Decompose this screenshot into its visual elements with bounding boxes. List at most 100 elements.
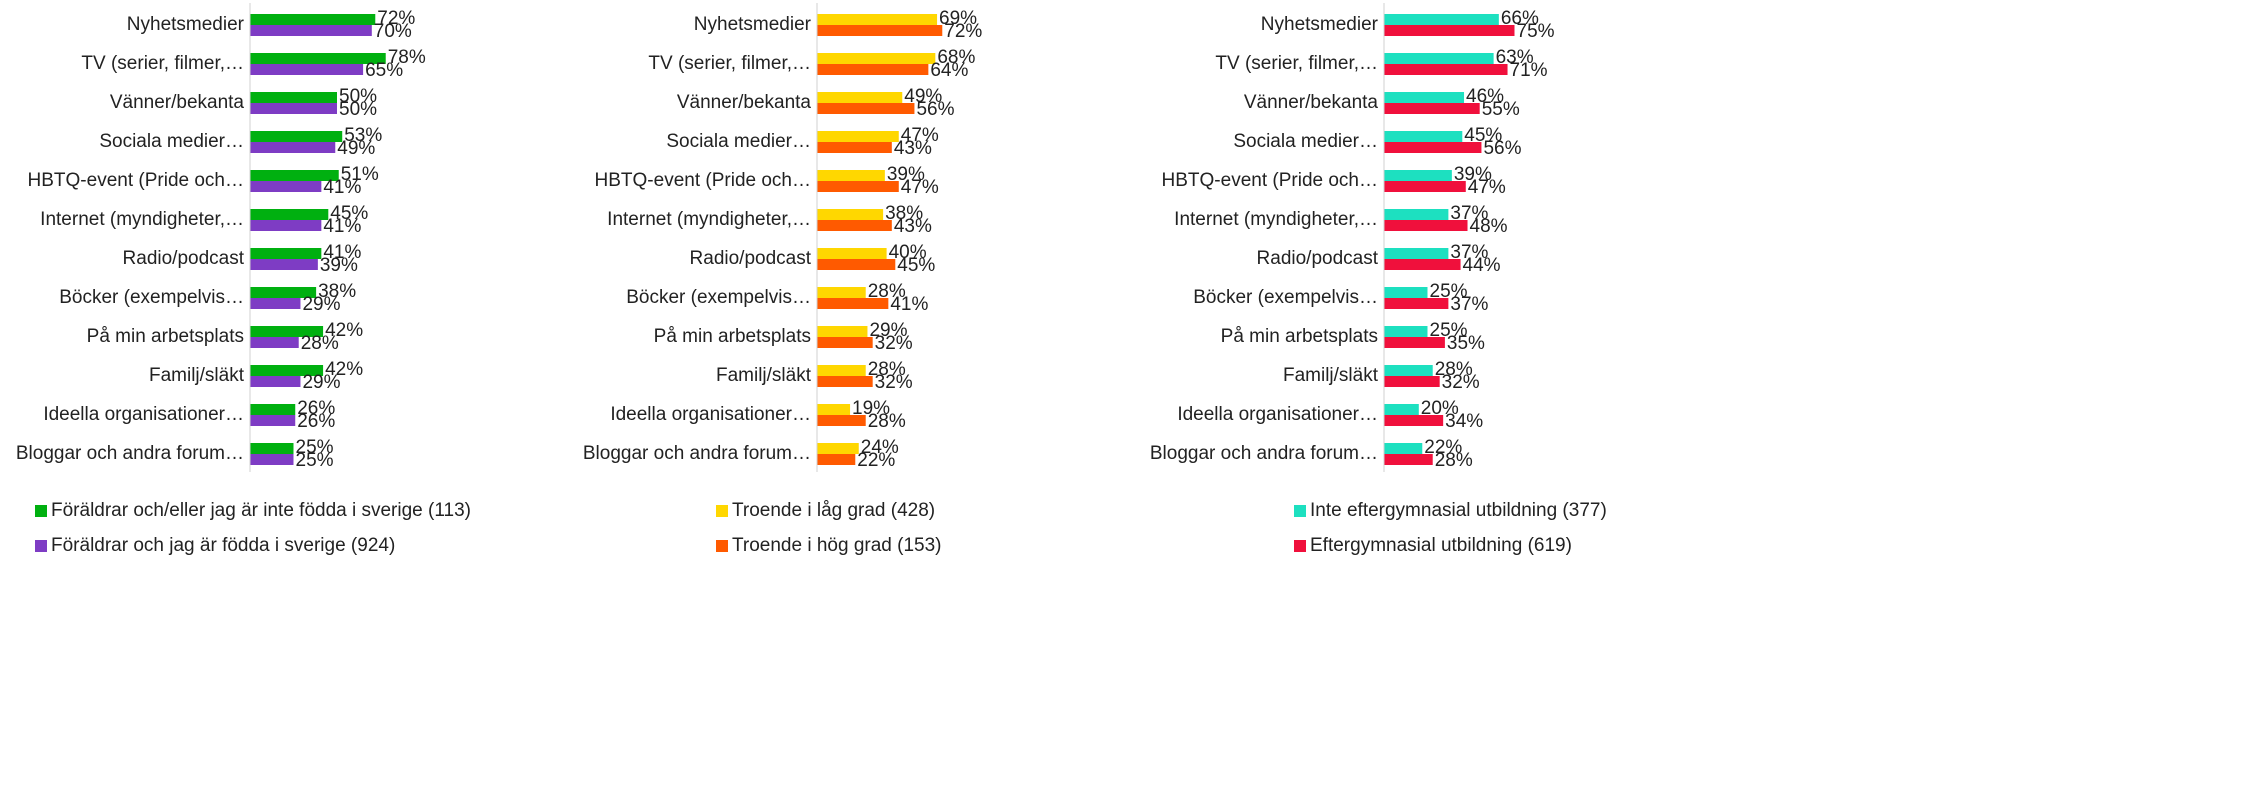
value-label: 64% xyxy=(930,60,968,81)
value-label: 72% xyxy=(377,8,415,29)
bar xyxy=(1384,298,1449,309)
bar xyxy=(250,337,299,348)
value-label: 28% xyxy=(1435,450,1473,471)
bar xyxy=(1384,287,1428,298)
value-label: 37% xyxy=(1450,203,1488,224)
category-label: Internet (myndigheter,… xyxy=(1174,209,1378,230)
value-label: 45% xyxy=(1464,125,1502,146)
bar xyxy=(1384,376,1440,387)
value-label: 43% xyxy=(894,138,932,159)
legend-swatch xyxy=(35,540,47,552)
bar xyxy=(250,454,294,465)
bar xyxy=(817,326,868,337)
category-label: Bloggar och andra forum… xyxy=(583,443,811,464)
bar xyxy=(1384,220,1468,231)
category-label: HBTQ-event (Pride och… xyxy=(595,170,811,191)
value-label: 47% xyxy=(901,125,939,146)
value-label: 49% xyxy=(904,86,942,107)
bar xyxy=(817,443,859,454)
value-label: 71% xyxy=(1510,60,1548,81)
category-label: TV (serier, filmer,… xyxy=(648,53,811,74)
bar xyxy=(250,287,317,298)
bar xyxy=(817,131,899,142)
value-label: 22% xyxy=(857,450,895,471)
value-label: 32% xyxy=(875,372,913,393)
category-label: Radio/podcast xyxy=(690,248,812,269)
value-label: 34% xyxy=(1445,411,1483,432)
value-label: 55% xyxy=(1482,99,1520,120)
value-label: 46% xyxy=(1466,86,1504,107)
category-label: På min arbetsplats xyxy=(87,326,244,347)
value-label: 25% xyxy=(296,437,334,458)
value-label: 65% xyxy=(365,60,403,81)
category-label: Böcker (exempelvis… xyxy=(1193,287,1378,308)
category-label: TV (serier, filmer,… xyxy=(81,53,244,74)
legend-swatch xyxy=(716,505,728,517)
value-label: 22% xyxy=(1424,437,1462,458)
legend-swatch xyxy=(716,540,728,552)
category-label: Familj/släkt xyxy=(1283,365,1379,386)
bar xyxy=(817,220,892,231)
value-label: 66% xyxy=(1501,8,1539,29)
value-label: 78% xyxy=(388,47,426,68)
value-label: 25% xyxy=(296,450,334,471)
value-label: 25% xyxy=(1430,281,1468,302)
value-label: 29% xyxy=(302,294,340,315)
value-label: 29% xyxy=(869,320,907,341)
value-label: 35% xyxy=(1447,333,1485,354)
value-label: 25% xyxy=(1430,320,1468,341)
value-label: 44% xyxy=(1463,255,1501,276)
bar xyxy=(1384,404,1419,415)
value-label: 38% xyxy=(318,281,356,302)
value-label: 39% xyxy=(887,164,925,185)
value-label: 56% xyxy=(916,99,954,120)
bar xyxy=(817,92,903,103)
bar xyxy=(250,365,324,376)
bar xyxy=(817,14,938,25)
bar xyxy=(1384,25,1515,36)
category-label: Internet (myndigheter,… xyxy=(607,209,811,230)
bar xyxy=(250,404,296,415)
legend-swatch xyxy=(1294,505,1306,517)
bar xyxy=(250,92,337,103)
category-label: Nyhetsmedier xyxy=(1261,14,1379,35)
value-label: 51% xyxy=(341,164,379,185)
value-label: 37% xyxy=(1450,294,1488,315)
bar xyxy=(817,142,892,153)
bar xyxy=(1384,209,1449,220)
bar xyxy=(250,248,322,259)
bar xyxy=(817,170,885,181)
bar xyxy=(250,103,337,114)
legend-label: Troende i låg grad (428) xyxy=(732,500,935,521)
category-label: Radio/podcast xyxy=(1257,248,1379,269)
value-label: 49% xyxy=(337,138,375,159)
category-label: HBTQ-event (Pride och… xyxy=(1162,170,1378,191)
bar xyxy=(1384,181,1466,192)
bar xyxy=(250,64,364,75)
bar xyxy=(1384,443,1423,454)
value-label: 70% xyxy=(374,21,412,42)
value-label: 26% xyxy=(297,398,335,419)
category-label: Böcker (exempelvis… xyxy=(626,287,811,308)
value-label: 32% xyxy=(1442,372,1480,393)
value-label: 41% xyxy=(323,216,361,237)
value-label: 42% xyxy=(325,320,363,341)
value-label: 75% xyxy=(1517,21,1555,42)
value-label: 26% xyxy=(297,411,335,432)
bar xyxy=(1384,131,1463,142)
bar xyxy=(817,337,873,348)
value-label: 29% xyxy=(302,372,340,393)
bar xyxy=(817,53,936,64)
bar xyxy=(817,259,896,270)
value-label: 39% xyxy=(1454,164,1492,185)
value-label: 45% xyxy=(330,203,368,224)
bar xyxy=(1384,92,1465,103)
bar xyxy=(250,25,372,36)
value-label: 48% xyxy=(1470,216,1508,237)
value-label: 50% xyxy=(339,86,377,107)
bar xyxy=(817,25,943,36)
value-label: 41% xyxy=(323,177,361,198)
value-label: 69% xyxy=(939,8,977,29)
value-label: 32% xyxy=(875,333,913,354)
legend-label: Troende i hög grad (153) xyxy=(732,535,941,556)
